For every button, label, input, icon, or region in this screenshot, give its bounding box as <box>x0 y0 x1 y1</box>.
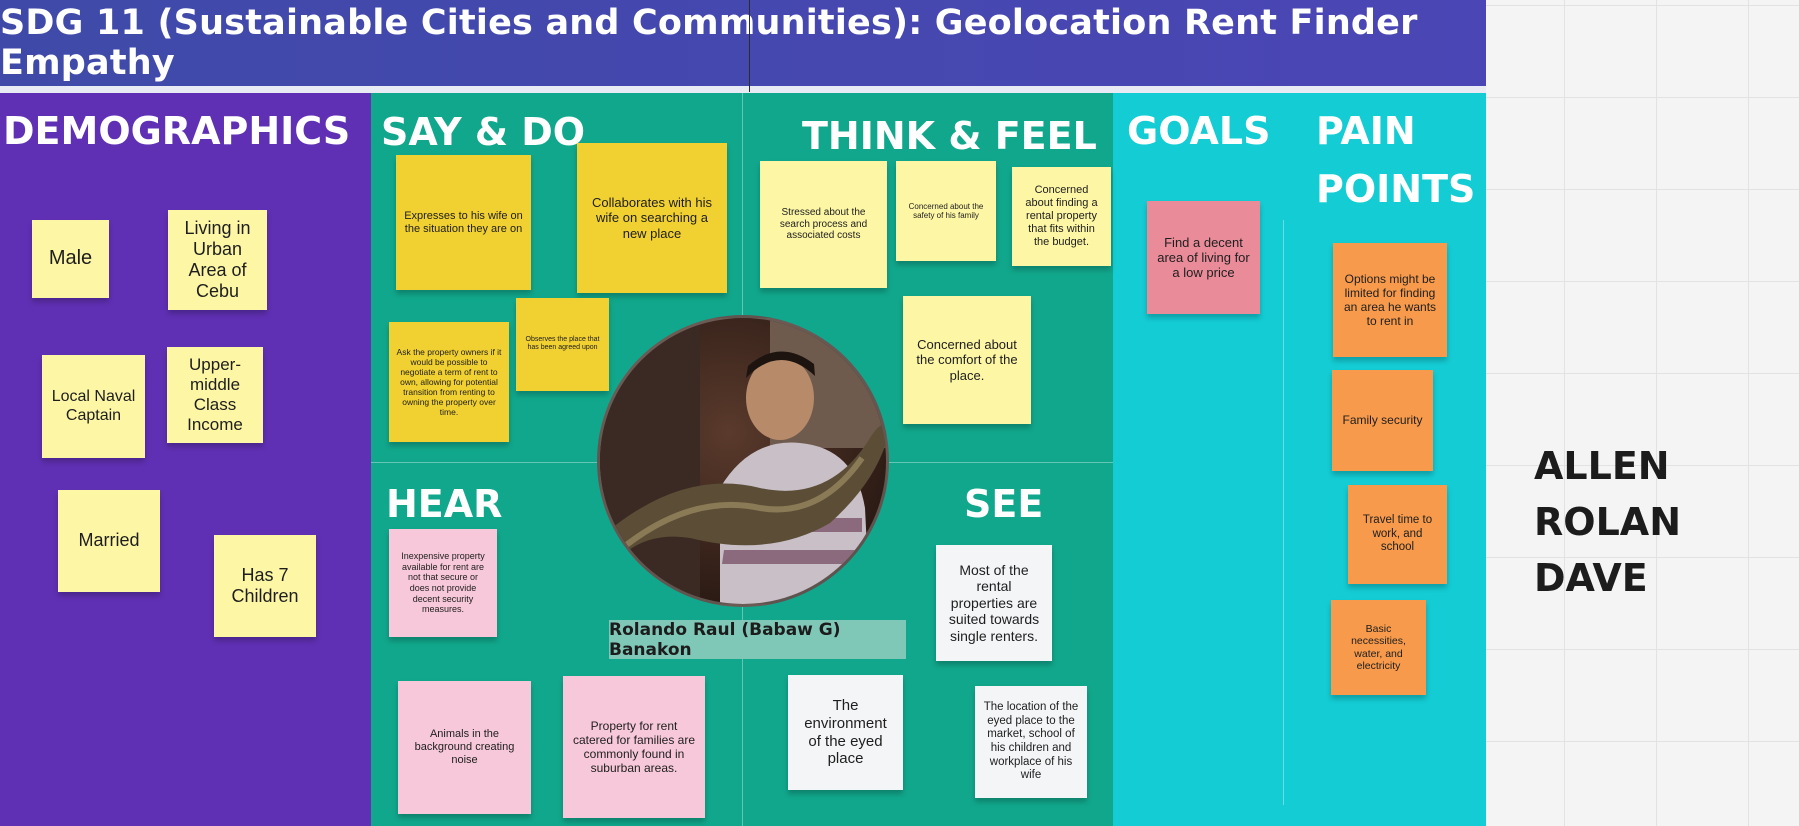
note-collaborates[interactable]: Collaborates with his wife on searching … <box>577 143 727 293</box>
heading-demographics: DEMOGRAPHICS <box>3 109 351 153</box>
note-male[interactable]: Male <box>32 220 109 298</box>
connector-line <box>749 0 750 92</box>
persona-photo-icon <box>600 318 886 604</box>
author-line2: ROLAN DAVE <box>1534 500 1681 600</box>
heading-pain-line1: PAIN <box>1316 109 1416 153</box>
persona-avatar <box>597 315 889 607</box>
note-inexpensive-property[interactable]: Inexpensive property available for rent … <box>389 529 497 637</box>
persona-name: Rolando Raul (Babaw G) Banakon <box>609 620 906 660</box>
note-ask-owners[interactable]: Ask the property owners if it would be p… <box>389 322 509 442</box>
author-line1: ALLEN <box>1534 444 1670 488</box>
heading-pain-points: PAIN POINTS <box>1316 102 1475 218</box>
note-income[interactable]: Upper-middle Class Income <box>167 347 263 443</box>
heading-hear: HEAR <box>386 482 503 526</box>
title-separator <box>0 86 1486 93</box>
note-budget[interactable]: Concerned about finding a rental propert… <box>1012 167 1111 266</box>
board-title: SDG 11 (Sustainable Cities and Communiti… <box>0 0 1486 86</box>
note-animals-noise[interactable]: Animals in the background creating noise <box>398 681 531 814</box>
note-observes[interactable]: Observes the place that has been agreed … <box>516 298 609 391</box>
heading-think-feel: THINK & FEEL <box>802 114 1097 158</box>
note-single-renters[interactable]: Most of the rental properties are suited… <box>936 545 1052 661</box>
note-location[interactable]: The location of the eyed place to the ma… <box>975 686 1087 798</box>
note-expresses[interactable]: Expresses to his wife on the situation t… <box>396 155 531 290</box>
author-name: ALLEN ROLAN DAVE <box>1534 438 1794 606</box>
note-family-properties[interactable]: Property for rent catered for families a… <box>563 676 705 818</box>
note-comfort[interactable]: Concerned about the comfort of the place… <box>903 296 1031 424</box>
note-environment[interactable]: The environment of the eyed place <box>788 675 903 790</box>
demographics-panel <box>0 93 371 826</box>
note-travel-time[interactable]: Travel time to work, and school <box>1348 485 1447 584</box>
note-naval-captain[interactable]: Local Naval Captain <box>42 355 145 458</box>
note-basic-necessities[interactable]: Basic necessities, water, and electricit… <box>1331 600 1426 695</box>
note-married[interactable]: Married <box>58 490 160 592</box>
note-family-security[interactable]: Family security <box>1332 370 1433 471</box>
heading-see: SEE <box>964 482 1044 526</box>
note-decent-area[interactable]: Find a decent area of living for a low p… <box>1147 201 1260 314</box>
heading-goals: GOALS <box>1127 109 1271 153</box>
note-limited-options[interactable]: Options might be limited for finding an … <box>1333 243 1447 357</box>
note-children[interactable]: Has 7 Children <box>214 535 316 637</box>
heading-pain-line2: POINTS <box>1316 167 1476 211</box>
heading-say-do: SAY & DO <box>381 110 586 154</box>
goals-pain-divider <box>1283 220 1284 805</box>
note-stressed[interactable]: Stressed about the search process and as… <box>760 161 887 288</box>
note-safety[interactable]: Concerned about the safety of his family <box>896 161 996 261</box>
note-living-urban-cebu[interactable]: Living in Urban Area of Cebu <box>168 210 267 310</box>
